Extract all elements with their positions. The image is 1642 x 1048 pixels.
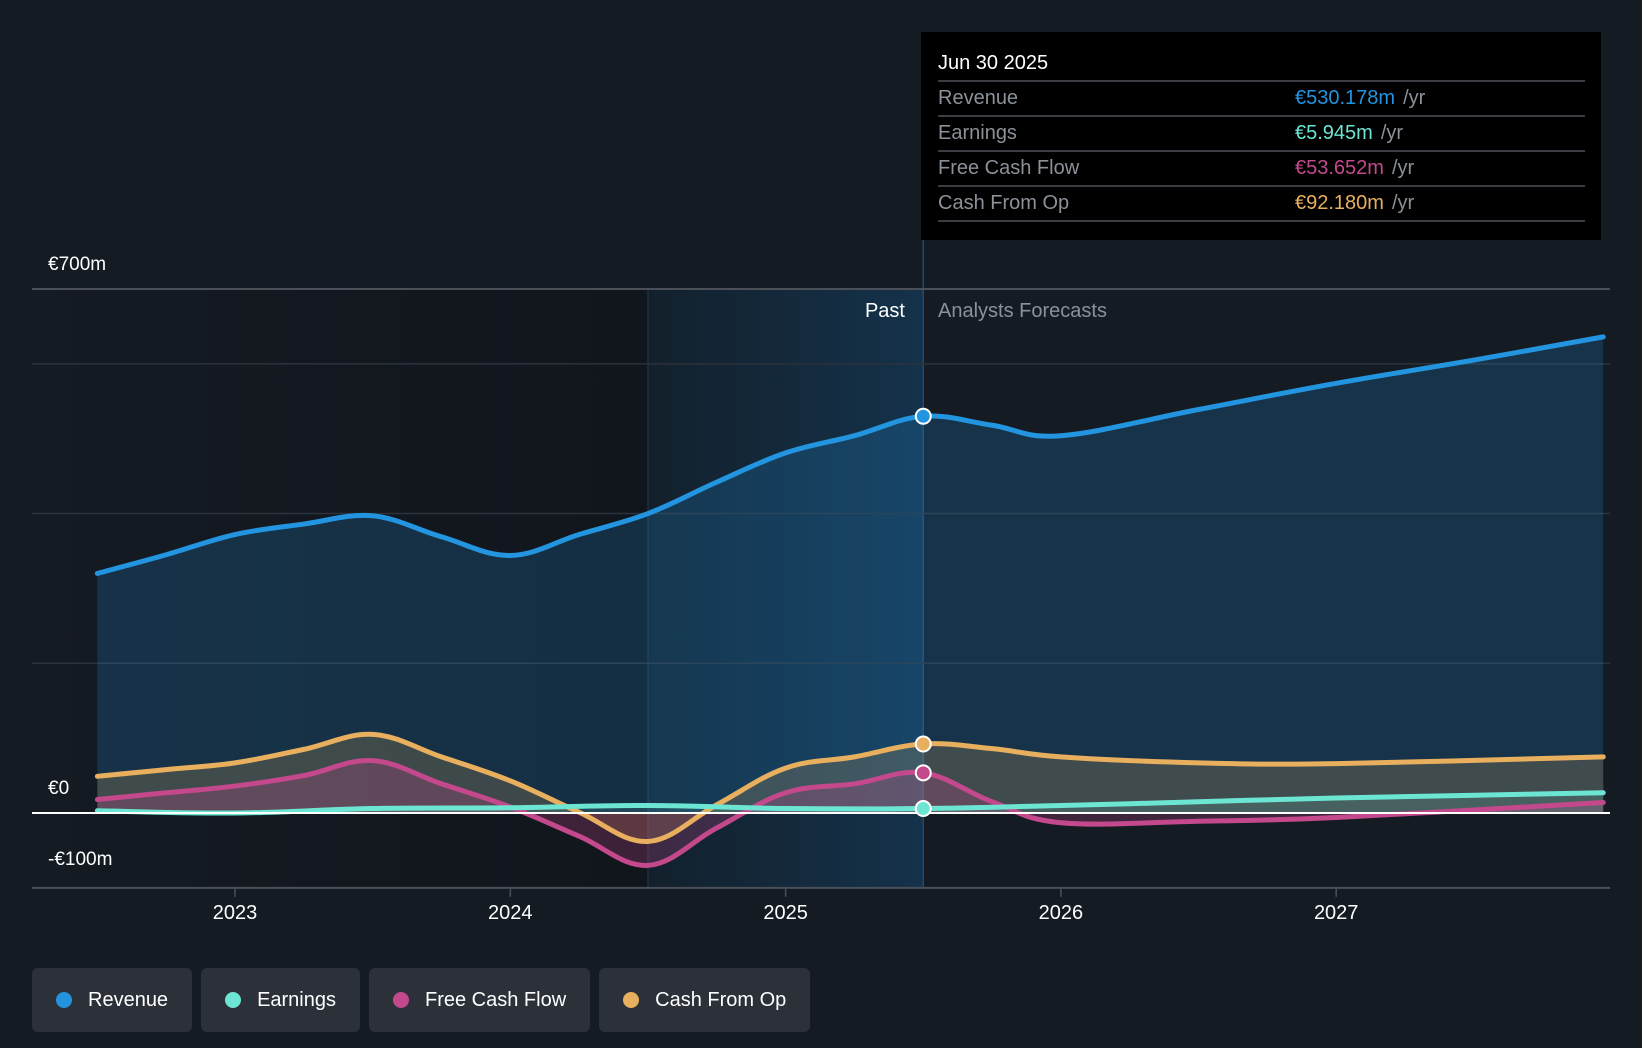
legend-item-cash-from-op[interactable]: Cash From Op xyxy=(599,968,811,1032)
tooltip-label: Cash From Op xyxy=(938,192,1070,214)
earnings-dot-icon xyxy=(225,992,242,1008)
free-cash-flow-line xyxy=(94,758,1606,868)
tooltip-value: €92.180m xyxy=(1295,192,1384,214)
tooltip-label: Free Cash Flow xyxy=(938,157,1080,179)
y-axis-label: -€100m xyxy=(48,848,113,870)
legend-label: Earnings xyxy=(257,988,336,1011)
earnings-line xyxy=(94,790,1606,816)
legend-item-free-cash-flow[interactable]: Free Cash Flow xyxy=(369,968,591,1032)
past-region-label: Past xyxy=(864,300,905,322)
free-cash-flow-dot-icon xyxy=(393,992,409,1008)
free-cash-flow-marker xyxy=(914,764,932,782)
tooltip-row-earnings: Earnings €5.945m /yr xyxy=(938,117,1585,152)
tooltip-value: €53.652m xyxy=(1295,157,1384,179)
tooltip-label: Revenue xyxy=(938,87,1019,109)
cash-from-op-area xyxy=(97,734,1604,842)
revenue-dot-icon xyxy=(56,992,72,1008)
legend-label: Cash From Op xyxy=(655,988,787,1011)
tooltip-unit: /yr xyxy=(1391,192,1415,214)
tooltip-label: Earnings xyxy=(938,122,1017,144)
x-axis-label: 2023 xyxy=(212,902,258,924)
cash-from-op-marker xyxy=(914,735,932,753)
legend-item-earnings[interactable]: Earnings xyxy=(201,968,360,1032)
forecast-region-label: Analysts Forecasts xyxy=(938,300,1107,322)
tooltip-date: Jun 30 2025 xyxy=(938,46,1585,82)
tooltip-row-revenue: Revenue €530.178m /yr xyxy=(938,82,1585,117)
tooltip-unit: /yr xyxy=(1380,122,1404,144)
cash-from-op-dot-icon xyxy=(623,992,640,1008)
y-axis-label: €0 xyxy=(48,778,70,799)
legend: Revenue Earnings Free Cash Flow Cash Fro… xyxy=(32,968,811,1032)
x-axis-label: 2025 xyxy=(763,902,808,924)
x-axis-label: 2026 xyxy=(1038,902,1084,924)
tooltip-row-cash-from-op: Cash From Op €92.180m /yr xyxy=(938,187,1585,222)
x-axis-label: 2024 xyxy=(488,902,533,924)
revenue-marker xyxy=(914,407,932,425)
tooltip-value: €5.945m xyxy=(1295,122,1373,144)
tooltip: Jun 30 2025 Revenue €530.178m /yr Earnin… xyxy=(921,32,1601,240)
x-axis-label: 2027 xyxy=(1313,902,1359,924)
legend-label: Revenue xyxy=(88,988,169,1011)
past-background xyxy=(32,288,648,888)
tooltip-row-free-cash-flow: Free Cash Flow €53.652m /yr xyxy=(938,152,1585,187)
revenue-area xyxy=(97,336,1604,813)
tooltip-unit: /yr xyxy=(1403,87,1426,109)
past-highlight-band xyxy=(647,288,924,888)
legend-label: Free Cash Flow xyxy=(425,988,567,1011)
tooltip-value: €530.178m xyxy=(1295,87,1396,109)
y-axis-label: €700m xyxy=(48,253,107,275)
earnings-marker xyxy=(914,800,932,818)
tooltip-unit: /yr xyxy=(1391,157,1415,179)
revenue-line xyxy=(94,334,1606,576)
legend-item-revenue[interactable]: Revenue xyxy=(32,968,193,1032)
